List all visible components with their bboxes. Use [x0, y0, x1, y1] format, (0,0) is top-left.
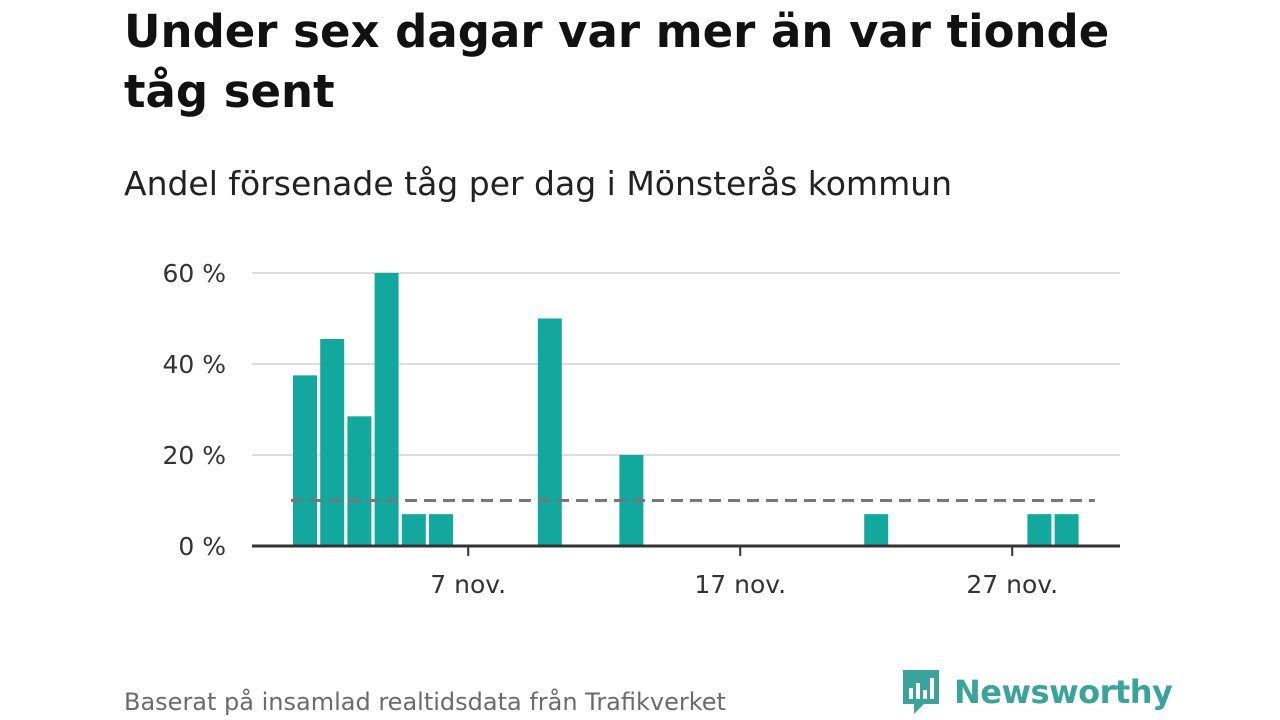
bar: [429, 514, 453, 546]
brand-name: Newsworthy: [954, 673, 1173, 711]
bar: [1027, 514, 1052, 546]
bar: [537, 318, 562, 546]
bars: [293, 273, 1079, 546]
y-tick-label: 40 %: [162, 350, 226, 379]
x-tick-label: 27 nov.: [966, 570, 1058, 599]
bar: [401, 514, 426, 546]
bar: [347, 416, 372, 546]
x-tick-label: 7 nov.: [430, 570, 506, 599]
newsworthy-logo-icon: [903, 670, 939, 714]
source-note: Baserat på insamlad realtidsdata från Tr…: [124, 688, 726, 716]
bar-chart: 0 % 20 % 40 % 60 % 7 nov. 17 nov. 27 nov.: [162, 259, 1120, 599]
x-axis: 7 nov. 17 nov. 27 nov.: [252, 544, 1120, 599]
chart-title: Under sex dagar var mer än var tionde tå…: [124, 5, 1110, 118]
x-tick-label: 17 nov.: [694, 570, 786, 599]
bar: [320, 338, 345, 546]
bar: [374, 273, 399, 546]
bar: [864, 514, 889, 546]
y-tick-label: 0 %: [178, 532, 226, 561]
brand: Newsworthy: [900, 668, 1173, 716]
bar: [293, 375, 317, 546]
y-axis-labels: 0 % 20 % 40 % 60 %: [162, 259, 226, 561]
bar: [1054, 514, 1079, 546]
chart-subtitle: Andel försenade tåg per dag i Mönsterås …: [124, 164, 953, 203]
y-tick-label: 20 %: [162, 441, 226, 470]
y-tick-label: 60 %: [162, 259, 226, 288]
